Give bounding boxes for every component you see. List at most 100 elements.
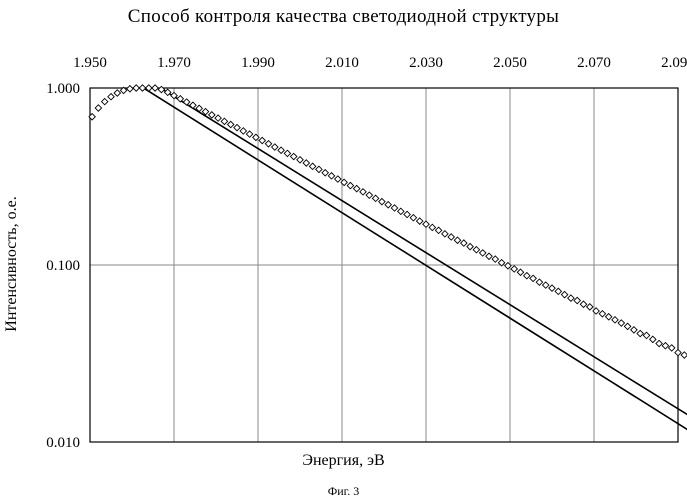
data-point-marker [245,130,254,138]
data-point-marker [296,155,304,164]
data-point-marker [270,143,279,151]
data-point-marker [315,165,323,174]
data-point-marker [189,101,197,110]
x-tick-label: 2.030 [409,55,443,71]
data-point-marker [151,84,159,92]
x-tick-label: 1.970 [157,55,191,71]
data-point-marker [340,178,348,187]
data-point-marker [289,152,298,161]
data-point-marker [144,84,153,92]
data-point-marker [346,181,355,190]
data-point-marker [434,226,443,235]
x-axis-label: Энергия, эВ [302,452,385,469]
x-tick-label: 2.050 [493,55,527,71]
data-point-marker [516,268,525,277]
data-point-marker [176,94,185,103]
data-point-marker [283,149,292,158]
y-tick-label: 0.100 [46,258,80,274]
data-point-marker [554,287,563,296]
data-point-marker [409,213,418,222]
data-point-marker [630,326,638,334]
data-point-marker [661,341,670,350]
data-point-marker [264,139,273,148]
data-point-marker [598,309,607,318]
data-point-marker [157,85,166,94]
data-point-marker [585,303,594,311]
marker-layer [88,84,687,359]
data-point-marker [522,271,531,280]
x-tick-label: 1.990 [241,55,275,71]
data-point-marker [113,89,122,97]
data-point-marker [396,207,405,216]
data-point-marker [138,84,147,92]
data-point-marker [579,300,588,309]
data-point-marker [459,239,468,247]
data-point-marker [447,233,456,241]
data-point-marker [548,284,556,292]
x-tick-label: 2.090 [661,55,687,71]
data-point-marker [170,91,178,100]
data-point-marker [497,258,506,267]
data-point-marker [214,114,222,122]
data-point-marker [529,274,537,283]
data-point-marker [252,133,260,142]
data-point-marker [478,249,487,257]
y-axis-label: Интенсивность, о.е. [3,196,20,332]
data-point-marker [220,117,229,126]
data-point-marker [491,255,500,263]
data-point-marker [195,104,204,113]
data-point-marker [648,335,657,344]
data-point-marker [132,84,141,92]
data-point-marker [535,278,544,286]
data-point-marker [428,223,437,232]
grid-layer [90,88,679,442]
data-point-marker [567,294,575,302]
data-point-marker [88,112,96,121]
data-point-marker [592,307,600,315]
data-point-marker [573,296,582,305]
data-point-marker [642,331,651,340]
data-point-marker [359,188,367,196]
data-point-marker [611,315,619,324]
data-point-marker [163,88,172,97]
data-point-marker [107,92,115,101]
data-point-marker [352,184,361,193]
data-point-marker [308,162,317,171]
data-point-marker [655,339,663,348]
data-point-marker [403,210,411,219]
data-point-marker [466,242,474,251]
data-point-marker [453,236,462,245]
data-point-marker [226,120,235,129]
data-point-marker [636,329,645,338]
data-point-marker [541,281,550,289]
data-point-marker [674,348,682,357]
figure-caption: Фиг. 3 [327,484,360,498]
data-point-marker [680,351,687,359]
data-point-marker [94,104,103,112]
data-point-marker [365,191,374,200]
data-point-marker [390,204,399,212]
data-point-marker [441,229,449,238]
data-point-marker [126,84,134,93]
line-layer [144,88,687,431]
data-point-marker [415,217,424,225]
y-tick-label: 0.010 [46,435,80,451]
plot-frame [89,87,679,443]
data-point-marker [422,220,430,229]
data-point-marker [239,127,248,135]
data-point-marker [327,171,336,180]
data-point-marker [302,159,311,167]
data-point-marker [233,123,241,132]
x-tick-label: 2.070 [577,55,611,71]
x-tick-label: 1.950 [73,55,107,71]
data-point-marker [371,194,380,203]
data-point-marker [333,175,342,183]
data-point-marker [277,146,285,155]
data-point-marker [504,261,512,270]
data-point-marker [510,265,519,273]
data-point-marker [258,136,267,145]
data-point-marker [201,107,210,116]
tick-layer: 1.950 1.970 1.990 2.010 2.030 2.050 2.070 2.090… [46,55,687,451]
